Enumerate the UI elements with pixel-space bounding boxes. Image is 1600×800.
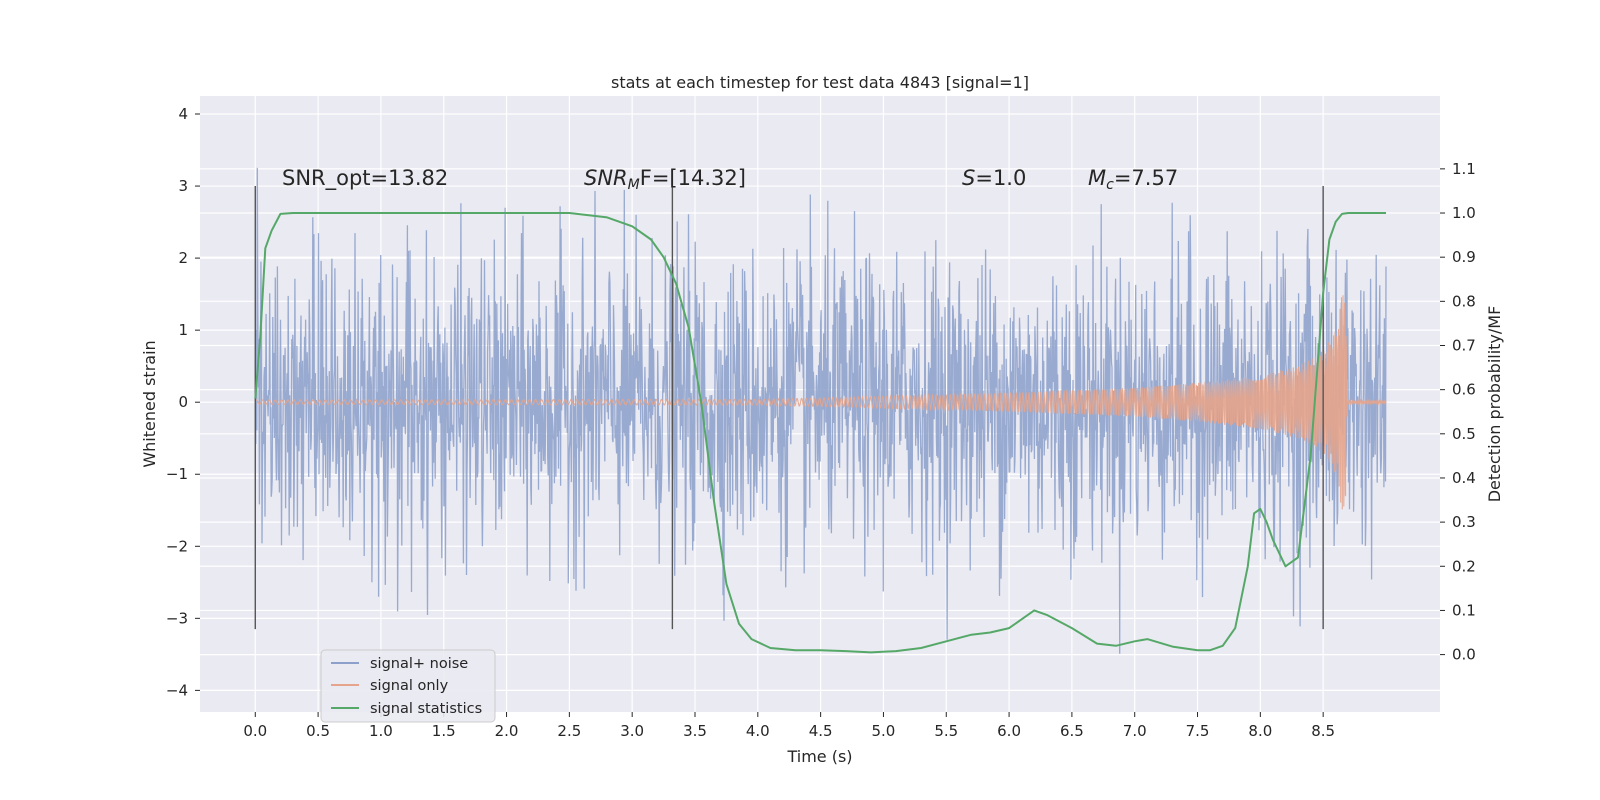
chart-title: stats at each timestep for test data 484… [611, 73, 1029, 92]
y2-tick-label: 0.4 [1452, 469, 1476, 487]
y2-tick-label: 0.3 [1452, 513, 1476, 531]
x-axis-ticks: 0.0 0.5 1.0 1.5 2.0 2.5 3.0 3.5 4.0 4.5 5.0 5.5 6.0 6… [243, 712, 1335, 740]
legend-box [320, 649, 496, 723]
y2-tick-label: 0.5 [1452, 425, 1476, 443]
x-tick-label: 8.0 [1248, 722, 1272, 740]
x-tick-label: 2.5 [557, 722, 581, 740]
annotation-snr-opt: SNR_opt=13.82 [282, 166, 448, 191]
x-tick-label: 2.0 [495, 722, 519, 740]
y2-tick-label: 1.1 [1452, 160, 1476, 178]
x-tick-label: 0.5 [306, 722, 330, 740]
x-tick-label: 3.5 [683, 722, 707, 740]
x-tick-label: 6.5 [1060, 722, 1084, 740]
annotation-snr-mf: SNRMF=[14.32] [584, 166, 746, 193]
y2-axis-ticks: 1.1 1.0 0.9 0.8 0.7 0.6 0.5 0.4 0.3 0.2 0.1 0.0 [1440, 160, 1476, 664]
y2-tick-label: 0.1 [1452, 601, 1476, 619]
legend-label-signal-only: signal only [370, 678, 449, 694]
y2-tick-label: 0.9 [1452, 248, 1476, 266]
legend: signal+ noise signal only signal statist… [320, 649, 496, 723]
x-tick-label: 8.5 [1311, 722, 1335, 740]
x-tick-label: 1.5 [432, 722, 456, 740]
y2-tick-label: 0.2 [1452, 557, 1476, 575]
x-tick-label: 7.5 [1186, 722, 1210, 740]
y2-tick-label: 0.8 [1452, 292, 1476, 310]
y-tick-label: 3 [178, 177, 188, 195]
vertical-markers [254, 186, 1324, 630]
x-tick-label: 3.0 [620, 722, 644, 740]
x-tick-label: 5.0 [872, 722, 896, 740]
y-tick-label: −2 [166, 537, 188, 555]
x-tick-label: 0.0 [243, 722, 267, 740]
x-tick-label: 4.5 [809, 722, 833, 740]
x-tick-label: 7.0 [1123, 722, 1147, 740]
annotation-snr-mf-sub: M [628, 177, 640, 193]
y2-tick-label: 0.6 [1452, 381, 1476, 399]
y2-tick-label: 1.0 [1452, 204, 1476, 222]
y-tick-label: −3 [166, 609, 188, 627]
annotation-mc-rest: =7.57 [1114, 166, 1178, 190]
signal-only-line [254, 295, 1387, 510]
y-tick-label: −1 [166, 465, 188, 483]
signal-statistics-line [254, 212, 1386, 654]
annotation-mc-italic: M [1088, 166, 1106, 190]
x-tick-label: 1.0 [369, 722, 393, 740]
y2-tick-label: 0.7 [1452, 336, 1476, 354]
x-axis-label: Time (s) [786, 747, 852, 766]
y-tick-label: 0 [178, 393, 188, 411]
annotation-mc-sub: c [1106, 177, 1114, 193]
annotation-mc: Mc=7.57 [1088, 166, 1178, 193]
annotation-s-rest: =1.0 [975, 166, 1026, 190]
signal-plus-noise-line [254, 167, 1387, 654]
series-signal-plus-noise [254, 167, 1387, 654]
y2-tick-label: 0.0 [1452, 646, 1476, 664]
x-tick-label: 4.0 [746, 722, 770, 740]
y-tick-label: 2 [178, 249, 188, 267]
annotation-snr-mf-rest: F=[14.32] [640, 166, 746, 190]
annotation-s: S=1.0 [962, 166, 1026, 190]
y-axis-label: Whitened strain [140, 340, 159, 467]
series-signal-only [254, 295, 1387, 510]
x-tick-label: 6.0 [997, 722, 1021, 740]
series-signal-statistics [254, 212, 1386, 654]
legend-label-signal-statistics: signal statistics [370, 701, 482, 717]
legend-label-signal-plus-noise: signal+ noise [370, 656, 468, 672]
y2-axis-label: Detection probability/MF [1485, 306, 1504, 503]
x-tick-label: 5.5 [934, 722, 958, 740]
y-tick-label: 4 [178, 105, 188, 123]
y-tick-label: 1 [178, 321, 188, 339]
annotation-snr-mf-main: SNR [584, 166, 628, 190]
y-tick-label: −4 [166, 681, 188, 699]
annotation-s-italic: S [962, 166, 975, 190]
y-axis-ticks: 4 3 2 1 0 −1 −2 −3 −4 [166, 105, 200, 699]
